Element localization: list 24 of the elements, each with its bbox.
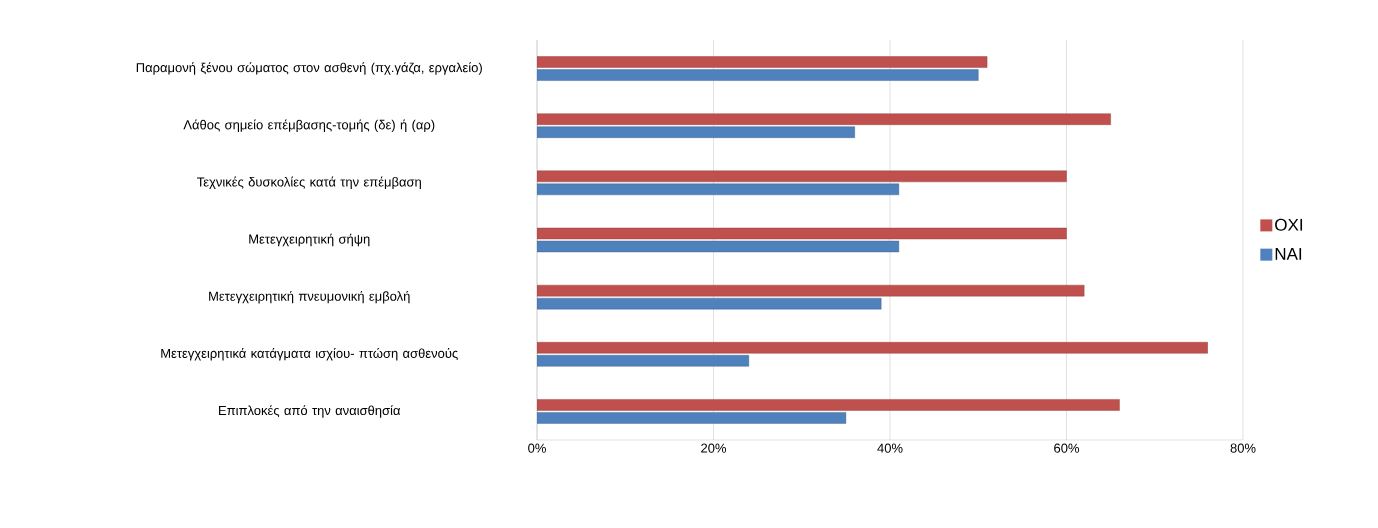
y-tick-label: Παραμονή ξένου σώματος στον ασθενή (πχ.γάζα, εργαλείο) xyxy=(136,62,482,75)
y-tick-label: Μετεγχειρητική σήψη xyxy=(249,233,370,247)
bar xyxy=(537,399,1120,411)
legend-label: ΝΑΙ xyxy=(1275,248,1302,260)
x-tick-label: 40% xyxy=(877,443,903,453)
y-tick-label: Μετεγχειρητική πνευμονική εμβολή xyxy=(209,290,410,304)
x-tick-label: 20% xyxy=(701,443,727,453)
bar xyxy=(537,355,750,367)
y-tick-label: Λάθος σημείο επέμβασης-τομής (δε) ή (αρ) xyxy=(183,119,435,132)
x-tick-label: 80% xyxy=(1230,443,1256,453)
x-tick-label: 60% xyxy=(1054,443,1080,453)
bar xyxy=(537,69,979,81)
bar xyxy=(537,170,1067,183)
bar xyxy=(537,113,1111,125)
legend-label: ΟΧΙ xyxy=(1275,218,1303,231)
bar xyxy=(537,56,988,68)
bar xyxy=(537,342,1208,354)
bar xyxy=(537,183,900,196)
y-tick-label: Επιπλοκές από την αναισθησία xyxy=(219,405,401,418)
x-tick-label: 0% xyxy=(528,443,546,453)
bar xyxy=(537,412,847,424)
y-tick-label: Μετεγχειρητικά κατάγματα ισχίου- πτώση ασθενούς xyxy=(161,348,458,361)
y-tick-label: Τεχνικές δυσκολίες κατά την επέμβαση xyxy=(197,176,421,190)
bar xyxy=(537,126,855,138)
